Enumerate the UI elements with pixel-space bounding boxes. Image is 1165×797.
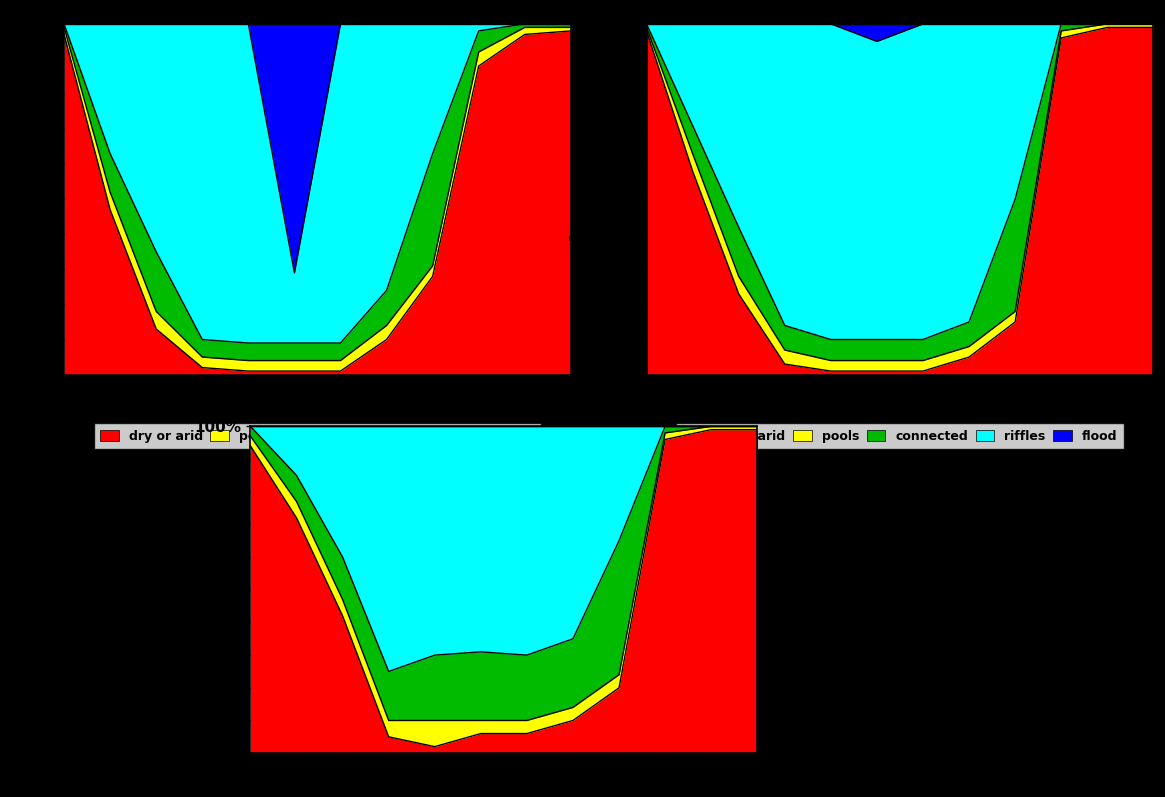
Y-axis label: frequency: frequency <box>570 156 585 242</box>
Y-axis label: frequency: frequency <box>174 547 189 633</box>
Y-axis label: frequency: frequency <box>0 156 2 242</box>
Title: Μαγουλίτσα Αγ. Ειρήνη 2020-2040: Μαγουλίτσα Αγ. Ειρήνη 2020-2040 <box>723 0 1076 17</box>
Legend: dry or arid, pools, connected, riffles, flood: dry or arid, pools, connected, riffles, … <box>677 423 1123 449</box>
Title: Μαγουλίτσα Αγ. Ειρήνη 2040-2060: Μαγουλίτσα Αγ. Ειρήνη 2040-2060 <box>327 401 680 419</box>
Legend: dry or arid, pools, connected, riffles, flood: dry or arid, pools, connected, riffles, … <box>94 423 541 449</box>
Title: Μαγουλίτσα Αγ. Ειρήνη 2000-2020: Μαγουλίτσα Αγ. Ειρήνη 2000-2020 <box>141 0 494 17</box>
